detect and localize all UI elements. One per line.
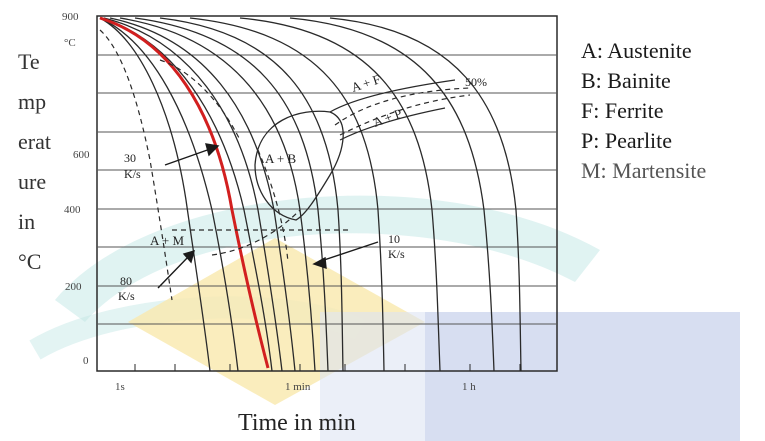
legend-item-pearlite: P: Pearlite [581, 128, 673, 153]
cooling-curve [109, 17, 296, 372]
pearlite-start-line [339, 107, 446, 141]
region-label-a-plus-m: A + M [150, 233, 185, 248]
y-axis-unit: °C [64, 37, 76, 49]
bainite-boundary-lower [257, 149, 289, 263]
cooling-curve [289, 17, 495, 372]
bainite-boundary-upper [159, 59, 241, 141]
region-label-a-plus-f: A + F [349, 71, 382, 94]
x-ticks [134, 364, 521, 371]
y-axis-label-line: Te [18, 49, 40, 74]
watermark-background [29, 195, 740, 441]
watermark-teal-arc [55, 195, 600, 322]
y-tick-900: 900 [62, 11, 79, 23]
rate-80-unit: K/s [118, 289, 135, 303]
cooling-curves [99, 17, 522, 372]
rate-30-unit: K/s [124, 167, 141, 181]
plot-frame [96, 15, 558, 372]
phase-legend: A: Austenite B: Bainite F: Ferrite P: Pe… [581, 36, 706, 186]
legend-item-austenite: A: Austenite [581, 38, 692, 63]
arrow-head [205, 143, 220, 157]
ferrite-boundary [334, 87, 471, 126]
x-tick-1min: 1 min [285, 381, 311, 393]
rate-10-value: 10 [388, 232, 400, 246]
y-axis-label-line: ure [18, 169, 47, 194]
rate-30-value: 30 [124, 151, 136, 165]
martensite-start-boundary [99, 29, 173, 301]
critical-cooling-curve [99, 16, 270, 369]
label-fifty-percent: 50% [465, 75, 487, 89]
arrow-head [312, 256, 327, 270]
bainite-region-loop [254, 110, 344, 221]
cooling-curve [239, 17, 441, 372]
y-axis-label-line: erat [18, 129, 51, 154]
y-axis-label-line: mp [18, 89, 47, 114]
pearlite-boundary [339, 94, 471, 136]
arrow-head [182, 249, 196, 264]
region-label-a-plus-p: A + P [371, 106, 404, 130]
y-tick-400: 400 [64, 204, 81, 216]
y-axis-label-line: in [18, 209, 36, 234]
y-axis-label: Te mp erat ure in °C [18, 42, 74, 282]
arrow-30ks [164, 147, 214, 166]
cooling-curve [159, 17, 344, 372]
y-axis-label-line: °C [18, 249, 42, 274]
cooling-curve [99, 17, 211, 372]
legend-item-ferrite: F: Ferrite [581, 98, 664, 123]
gridlines [97, 54, 557, 325]
arrow-80ks [157, 254, 191, 289]
legend-item-martensite: M: Martensite [581, 158, 707, 183]
y-tick-600: 600 [73, 149, 90, 161]
cooling-curve [119, 17, 316, 372]
watermark-yellow-diamond [128, 238, 425, 405]
x-tick-1s: 1s [115, 381, 125, 393]
cooling-curve [134, 17, 329, 372]
arrows [157, 143, 379, 289]
watermark-blue-block [425, 312, 740, 441]
arrow-10ks [317, 241, 379, 263]
ferrite-start-line [329, 79, 456, 113]
rate-10-unit: K/s [388, 247, 405, 261]
x-axis-label: Time in min [238, 410, 356, 436]
transformation-boundaries [99, 29, 471, 301]
watermark-blue-fade [320, 312, 425, 441]
y-tick-0: 0 [83, 355, 89, 367]
x-tick-1h: 1 h [462, 381, 476, 393]
cooling-curve [99, 17, 239, 372]
am-boundary [211, 209, 301, 256]
cooling-curve [189, 17, 385, 372]
legend-item-bainite: B: Bainite [581, 68, 671, 93]
cooling-curve [103, 17, 283, 372]
y-tick-200: 200 [65, 281, 82, 293]
rate-80-value: 80 [120, 274, 132, 288]
region-label-a-plus-b: A + B [265, 151, 297, 166]
cooling-curve [329, 17, 522, 372]
